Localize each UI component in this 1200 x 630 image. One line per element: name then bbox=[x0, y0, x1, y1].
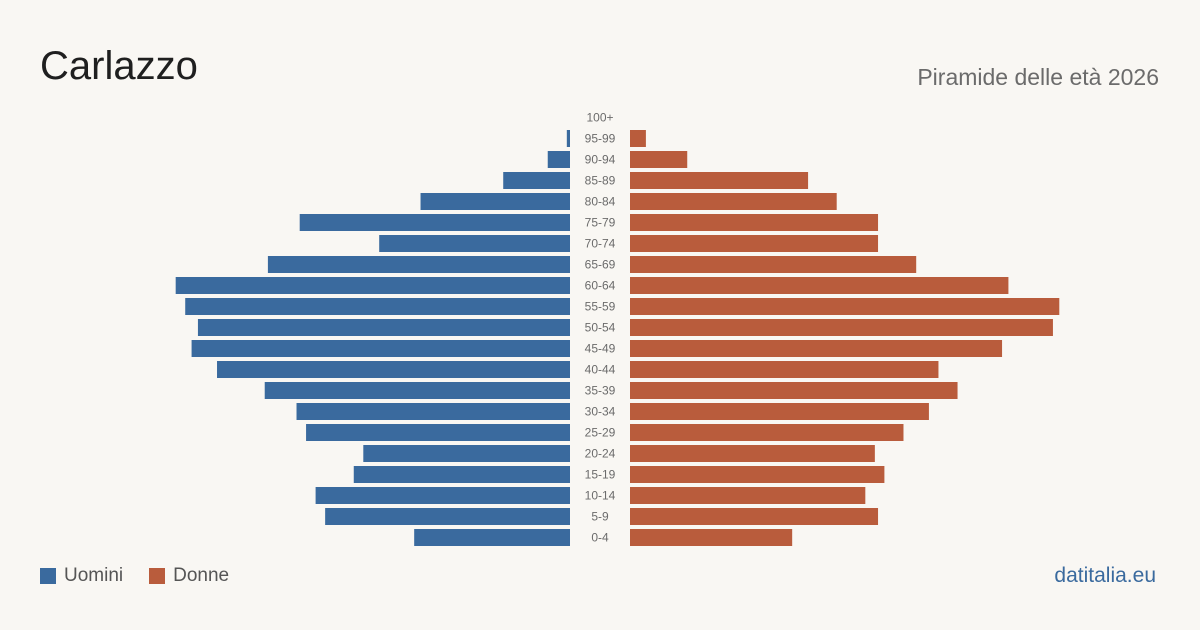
age-label-10-14: 10-14 bbox=[585, 489, 616, 503]
bar-women-80-84 bbox=[630, 193, 837, 210]
age-label-15-19: 15-19 bbox=[585, 468, 616, 482]
bar-women-25-29 bbox=[630, 424, 904, 441]
bar-men-45-49 bbox=[191, 340, 570, 357]
age-label-75-79: 75-79 bbox=[585, 216, 616, 230]
age-label-0-4: 0-4 bbox=[591, 531, 609, 545]
bar-women-10-14 bbox=[630, 487, 866, 504]
legend-item-men: Uomini bbox=[40, 565, 123, 587]
bar-women-15-19 bbox=[630, 466, 885, 483]
bar-men-15-19 bbox=[353, 466, 570, 483]
bar-women-60-64 bbox=[630, 277, 1009, 294]
age-label-85-89: 85-89 bbox=[585, 174, 616, 188]
bar-men-25-29 bbox=[306, 424, 570, 441]
bar-men-20-24 bbox=[363, 445, 570, 462]
page-title: Carlazzo bbox=[40, 44, 198, 88]
bar-men-65-69 bbox=[267, 256, 570, 273]
age-label-90-94: 90-94 bbox=[585, 153, 616, 167]
bar-men-90-94 bbox=[547, 151, 570, 168]
bar-men-80-84 bbox=[420, 193, 570, 210]
source-link[interactable]: datitalia.eu bbox=[1054, 564, 1156, 587]
age-label-55-59: 55-59 bbox=[585, 300, 616, 314]
age-label-40-44: 40-44 bbox=[585, 363, 616, 377]
bar-men-60-64 bbox=[175, 277, 570, 294]
bar-women-30-34 bbox=[630, 403, 929, 420]
bar-women-95-99 bbox=[630, 130, 646, 147]
bar-women-0-4 bbox=[630, 529, 793, 546]
bar-women-40-44 bbox=[630, 361, 939, 378]
age-label-100plus: 100+ bbox=[586, 111, 613, 125]
age-label-60-64: 60-64 bbox=[585, 279, 616, 293]
bar-women-75-79 bbox=[630, 214, 879, 231]
age-label-50-54: 50-54 bbox=[585, 321, 616, 335]
bar-men-5-9 bbox=[325, 508, 570, 525]
bar-women-70-74 bbox=[630, 235, 879, 252]
bar-women-55-59 bbox=[630, 298, 1060, 315]
legend: Uomini Donne bbox=[40, 565, 255, 587]
bar-women-85-89 bbox=[630, 172, 809, 189]
bar-women-45-49 bbox=[630, 340, 1003, 357]
chart-subtitle: Piramide delle età 2026 bbox=[917, 64, 1159, 90]
bar-men-95-99 bbox=[566, 130, 570, 147]
bar-men-35-39 bbox=[264, 382, 570, 399]
age-label-35-39: 35-39 bbox=[585, 384, 616, 398]
bar-women-65-69 bbox=[630, 256, 917, 273]
legend-label-women: Donne bbox=[173, 565, 230, 586]
age-label-70-74: 70-74 bbox=[585, 237, 616, 251]
legend-swatch-women bbox=[149, 568, 166, 584]
bar-men-10-14 bbox=[315, 487, 570, 504]
bar-men-0-4 bbox=[414, 529, 570, 546]
age-label-80-84: 80-84 bbox=[585, 195, 616, 209]
legend-label-men: Uomini bbox=[64, 565, 124, 586]
bar-men-50-54 bbox=[197, 319, 570, 336]
bar-men-85-89 bbox=[503, 172, 570, 189]
bar-men-30-34 bbox=[296, 403, 570, 420]
bar-women-20-24 bbox=[630, 445, 875, 462]
bar-women-90-94 bbox=[630, 151, 688, 168]
age-label-5-9: 5-9 bbox=[591, 510, 609, 524]
age-label-25-29: 25-29 bbox=[585, 426, 616, 440]
bar-women-35-39 bbox=[630, 382, 958, 399]
bar-women-50-54 bbox=[630, 319, 1053, 336]
bar-men-70-74 bbox=[379, 235, 570, 252]
age-label-20-24: 20-24 bbox=[585, 447, 616, 461]
age-label-95-99: 95-99 bbox=[585, 132, 616, 146]
bar-men-40-44 bbox=[217, 361, 570, 378]
legend-item-women: Donne bbox=[149, 565, 229, 587]
age-label-45-49: 45-49 bbox=[585, 342, 616, 356]
legend-swatch-men bbox=[40, 568, 56, 584]
bar-men-55-59 bbox=[185, 298, 570, 315]
bar-men-75-79 bbox=[299, 214, 570, 231]
age-label-30-34: 30-34 bbox=[585, 405, 616, 419]
bar-women-5-9 bbox=[630, 508, 879, 525]
age-label-65-69: 65-69 bbox=[585, 258, 616, 272]
